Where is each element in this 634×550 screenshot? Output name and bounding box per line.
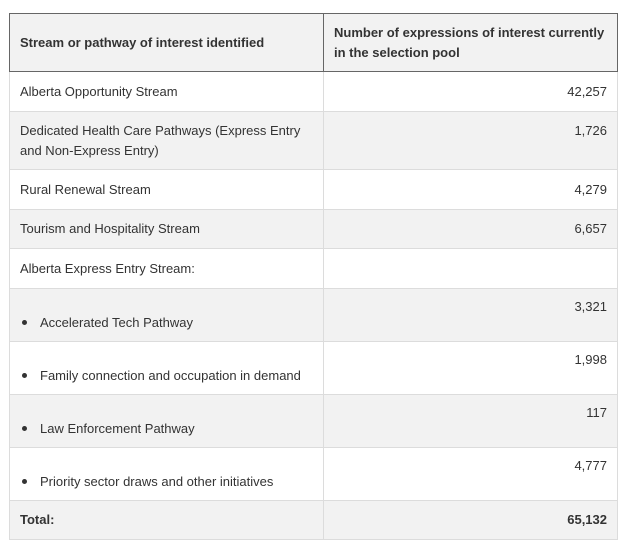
row-label: Dedicated Health Care Pathways (Express … — [9, 111, 324, 170]
row-value: 42,257 — [323, 71, 618, 112]
row-value — [323, 248, 618, 289]
row-value: 4,777 — [323, 447, 618, 501]
table-row: Alberta Express Entry Stream: — [9, 248, 618, 289]
row-label: Priority sector draws and other initiati… — [40, 474, 274, 489]
row-label-cell: Accelerated Tech Pathway — [9, 288, 324, 342]
table-row: Rural Renewal Stream 4,279 — [9, 169, 618, 210]
bullet-icon — [22, 479, 27, 485]
row-value: 117 — [323, 394, 618, 448]
row-label: Accelerated Tech Pathway — [40, 315, 193, 330]
row-value: 1,998 — [323, 341, 618, 395]
table-header-row: Stream or pathway of interest identified… — [9, 13, 618, 72]
table-row: Law Enforcement Pathway 117 — [9, 394, 618, 448]
row-label: Rural Renewal Stream — [9, 169, 324, 210]
bullet-icon — [22, 426, 27, 432]
row-label: Alberta Express Entry Stream: — [9, 248, 324, 289]
row-value: 3,321 — [323, 288, 618, 342]
total-value: 65,132 — [323, 500, 618, 540]
column-header-count: Number of expressions of interest curren… — [323, 13, 618, 72]
total-label: Total: — [9, 500, 324, 540]
row-label-cell: Priority sector draws and other initiati… — [9, 447, 324, 501]
table-row: Accelerated Tech Pathway 3,321 — [9, 288, 618, 342]
table-row: Family connection and occupation in dema… — [9, 341, 618, 395]
table-row: Alberta Opportunity Stream 42,257 — [9, 71, 618, 112]
row-label: Tourism and Hospitality Stream — [9, 209, 324, 249]
column-header-stream: Stream or pathway of interest identified — [9, 13, 324, 72]
row-value: 4,279 — [323, 169, 618, 210]
row-label: Alberta Opportunity Stream — [9, 71, 324, 112]
row-value: 1,726 — [323, 111, 618, 170]
bullet-icon — [22, 320, 27, 326]
total-row: Total: 65,132 — [9, 500, 618, 540]
eoi-pool-table: Stream or pathway of interest identified… — [9, 13, 618, 540]
table-row: Dedicated Health Care Pathways (Express … — [9, 111, 618, 170]
row-label: Family connection and occupation in dema… — [40, 368, 301, 383]
table-row: Tourism and Hospitality Stream 6,657 — [9, 209, 618, 249]
row-value: 6,657 — [323, 209, 618, 249]
row-label-cell: Law Enforcement Pathway — [9, 394, 324, 448]
table-row: Priority sector draws and other initiati… — [9, 447, 618, 501]
row-label: Law Enforcement Pathway — [40, 421, 195, 436]
row-label-cell: Family connection and occupation in dema… — [9, 341, 324, 395]
bullet-icon — [22, 373, 27, 379]
